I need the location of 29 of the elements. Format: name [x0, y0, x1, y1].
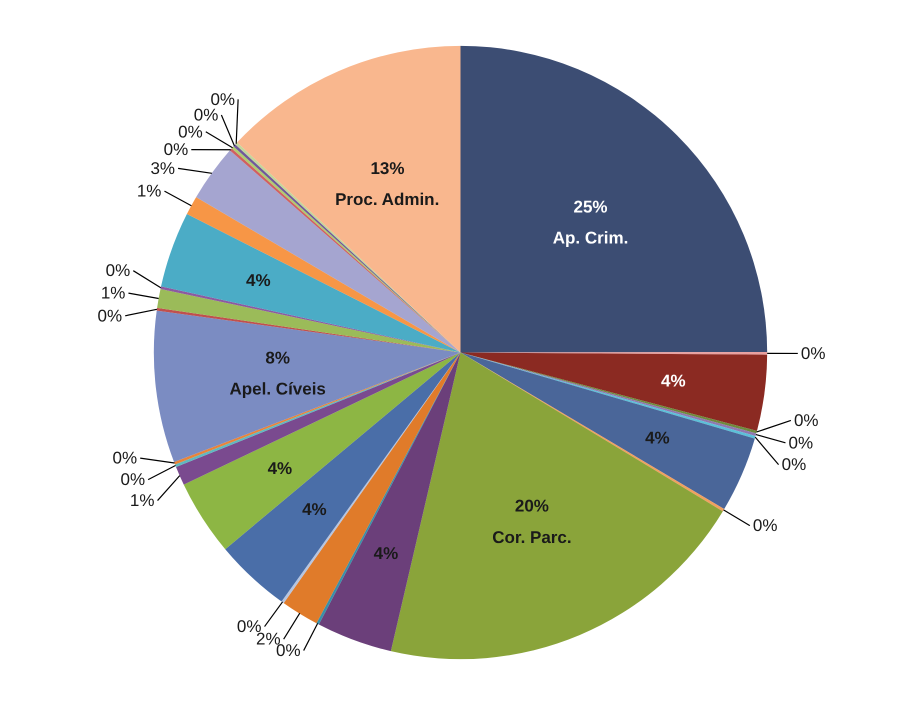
- data-label: 13%: [370, 158, 405, 178]
- data-label: 4%: [374, 544, 398, 563]
- data-label: 0%: [106, 261, 130, 280]
- data-label: 4%: [246, 270, 271, 290]
- data-label: 1%: [136, 182, 162, 201]
- data-label: 0%: [178, 122, 203, 142]
- data-label: 20%: [514, 496, 549, 516]
- data-label: 0%: [120, 470, 146, 490]
- data-label: 25%: [573, 197, 608, 216]
- data-label: 0%: [98, 306, 122, 326]
- slice-label: Proc. Admin.: [335, 190, 440, 210]
- data-label: 0%: [794, 410, 819, 430]
- data-label: 1%: [130, 491, 154, 510]
- data-label: 4%: [268, 458, 292, 478]
- data-label: 4%: [302, 500, 327, 519]
- data-label: 4%: [645, 428, 670, 448]
- data-label: 0%: [782, 455, 806, 474]
- data-label: 0%: [112, 448, 138, 468]
- data-label: 3%: [150, 158, 176, 178]
- data-label: 0%: [752, 516, 778, 536]
- slice-label: Cor. Parc.: [492, 528, 572, 547]
- data-label: 1%: [100, 284, 126, 303]
- data-label: 0%: [164, 140, 188, 160]
- slice-label: Apel. Cíveis: [230, 380, 326, 398]
- data-label: 0%: [788, 433, 814, 452]
- data-label: 0%: [800, 344, 826, 363]
- data-label: 8%: [265, 348, 290, 368]
- slice-label: Ap. Crim.: [552, 228, 628, 248]
- data-label: 4%: [660, 371, 686, 390]
